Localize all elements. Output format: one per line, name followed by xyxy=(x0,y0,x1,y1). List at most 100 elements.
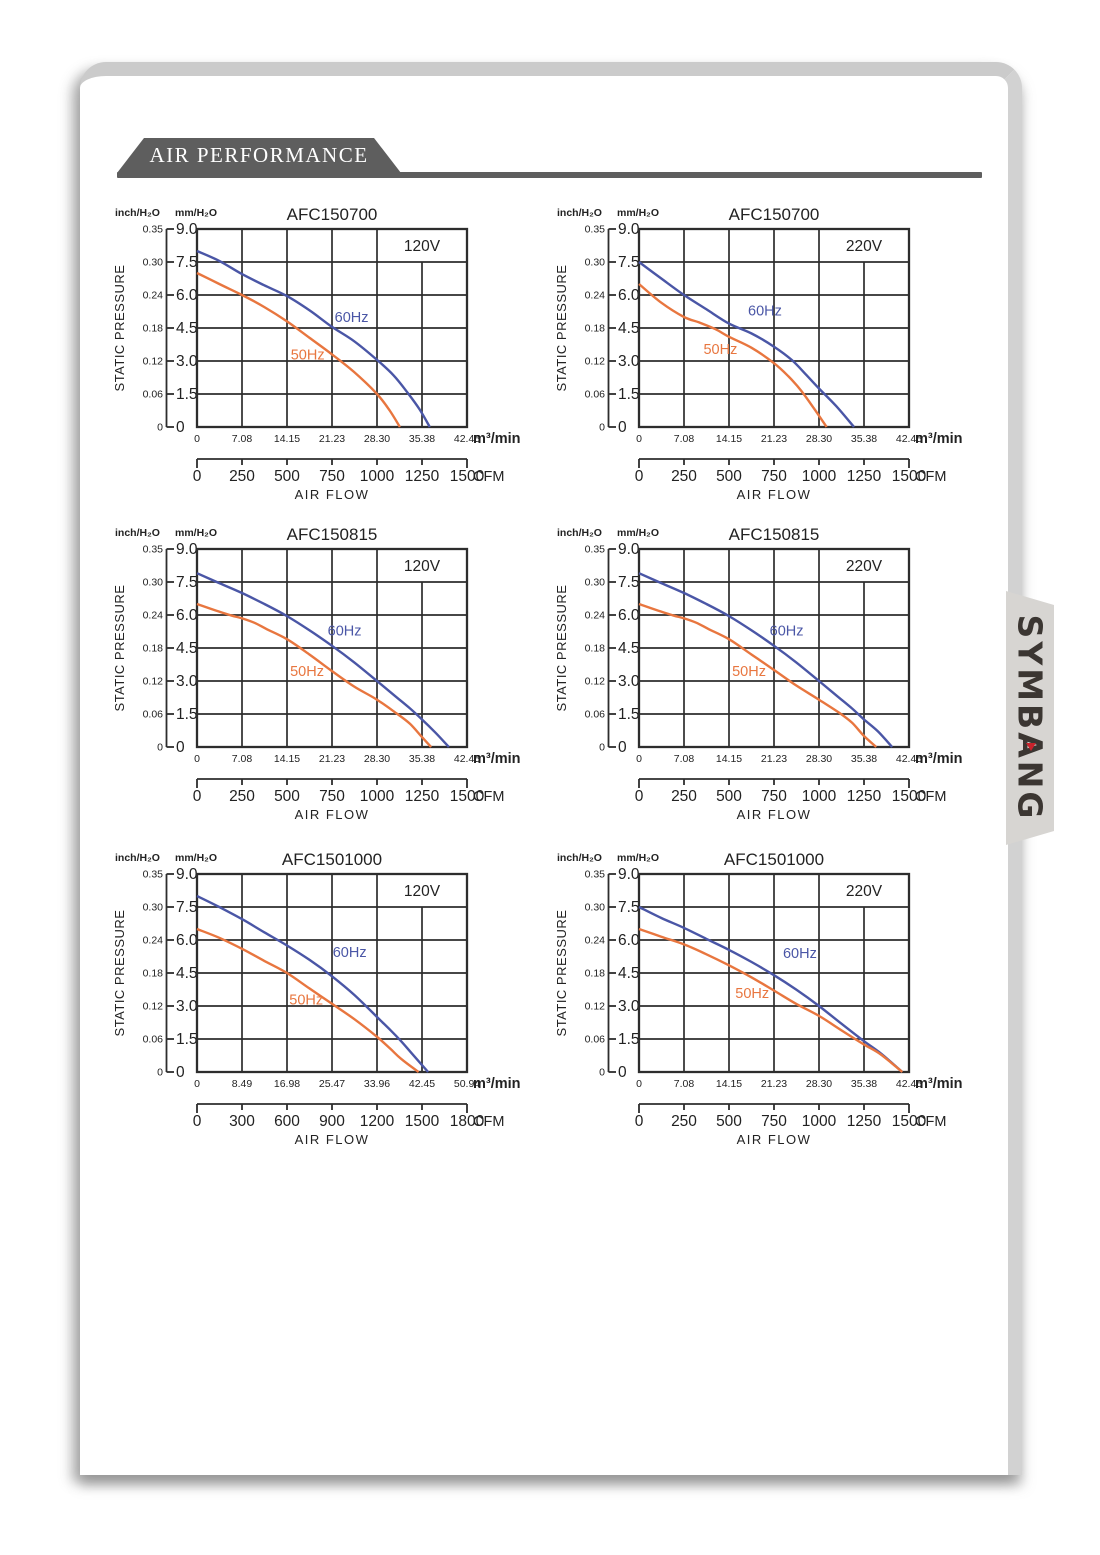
y-axis-title: STATIC PRESSURE xyxy=(113,585,127,712)
x-tick-label-m3: 14.15 xyxy=(716,1078,742,1090)
x-tick-label-m3: 28.30 xyxy=(364,753,390,765)
x-tick-label-cfm: 1000 xyxy=(802,468,837,485)
voltage-label: 120V xyxy=(404,883,441,900)
x-tick-label-cfm: 1500 xyxy=(450,788,485,805)
curve-60hz xyxy=(638,905,904,1073)
y-tick-label-mm: 7.5 xyxy=(618,899,640,916)
y-tick-label-mm: 0 xyxy=(176,1064,185,1081)
section-divider xyxy=(117,172,982,178)
y-tick-label-mm: 9.0 xyxy=(176,221,198,238)
y-tick-label-mm: 3.0 xyxy=(618,353,640,370)
performance-chart-afc150815-220v: inch/H₂O mm/H₂O AFC150815 0.35 9.0 0.30 7.5 0.2… xyxy=(555,523,989,825)
x-tick-label-m3: 42.45 xyxy=(409,1078,435,1090)
x-unit-cfm-label: CFM xyxy=(473,789,504,805)
x-tick-label-m3: 35.38 xyxy=(409,753,435,765)
performance-chart-afc150815-120v: inch/H₂O mm/H₂O AFC150815 0.35 9.0 0.30 7.5 0.2… xyxy=(113,523,547,825)
curve-50hz xyxy=(638,602,878,748)
y-tick-label-inch: 0.06 xyxy=(143,709,164,721)
y-tick-label-mm: 4.5 xyxy=(176,965,198,982)
x-tick-label-cfm: 1500 xyxy=(892,468,927,485)
y-tick-label-inch: 0.18 xyxy=(143,968,164,980)
chart-title: AFC150700 xyxy=(729,205,820,224)
y-tick-label-mm: 6.0 xyxy=(618,287,640,304)
x-unit-metric-label: m³/min xyxy=(473,1076,521,1092)
plot-border xyxy=(637,872,911,1074)
y-tick-label-inch: 0.06 xyxy=(585,709,606,721)
x-tick-label-m3: 7.08 xyxy=(674,433,695,445)
x-unit-metric-label: m³/min xyxy=(473,751,521,767)
y-tick-label-inch: 0 xyxy=(157,742,163,754)
x-unit-cfm-label: CFM xyxy=(473,469,504,485)
x-tick-label-m3: 42.45 xyxy=(896,1078,922,1090)
y-tick-label-inch: 0 xyxy=(599,1067,605,1079)
x-tick-label-m3: 35.38 xyxy=(851,433,877,445)
y-unit-inch-label: inch/H₂O xyxy=(557,527,602,539)
y-unit-mm-label: mm/H₂O xyxy=(175,527,217,539)
x-tick-label-cfm: 1250 xyxy=(847,468,882,485)
curve-50hz xyxy=(638,283,828,428)
chart-title: AFC150700 xyxy=(287,205,378,224)
x-axis-title: AIR FLOW xyxy=(737,807,812,822)
chart-canvas: inch/H₂O mm/H₂O AFC150700 0.35 9.0 0.30 7.5 0.2… xyxy=(555,205,963,502)
x-tick-label-cfm: 750 xyxy=(761,1113,787,1130)
x-tick-label-cfm: 1000 xyxy=(802,1113,837,1130)
x-tick-label-cfm: 1500 xyxy=(892,788,927,805)
x-unit-cfm-label: CFM xyxy=(915,1114,946,1130)
x-unit-cfm-label: CFM xyxy=(473,1114,504,1130)
y-tick-label-mm: 9.0 xyxy=(618,221,640,238)
y-tick-label-mm: 3.0 xyxy=(176,353,198,370)
curve-label-60hz: 60Hz xyxy=(748,303,782,319)
chart-title: AFC1501000 xyxy=(724,850,824,869)
x-tick-label-cfm: 1200 xyxy=(360,1113,395,1130)
chart-title: AFC150815 xyxy=(287,525,378,544)
x-tick-label-m3: 21.23 xyxy=(761,753,787,765)
y-unit-inch-label: inch/H₂O xyxy=(115,852,160,864)
curve-60hz xyxy=(638,572,893,748)
curve-60hz xyxy=(196,249,431,428)
y-tick-label-mm: 1.5 xyxy=(618,706,640,723)
y-tick-label-inch: 0.30 xyxy=(143,902,164,914)
x-tick-label-m3: 14.15 xyxy=(274,753,300,765)
y-tick-label-inch: 0.18 xyxy=(585,968,606,980)
y-tick-label-inch: 0.12 xyxy=(585,676,606,688)
x-tick-label-m3: 0 xyxy=(194,753,200,765)
curve-label-50hz: 50Hz xyxy=(289,992,323,1008)
y-tick-label-mm: 6.0 xyxy=(176,607,198,624)
x-tick-label-cfm: 600 xyxy=(274,1113,300,1130)
x-unit-metric-label: m³/min xyxy=(915,751,963,767)
x-unit-cfm-label: CFM xyxy=(915,789,946,805)
chart-title: AFC150815 xyxy=(729,525,820,544)
performance-chart-afc1501000-120v: inch/H₂O mm/H₂O AFC1501000 0.35 9.0 0.30 7.5 0.… xyxy=(113,848,547,1150)
chart-canvas: inch/H₂O mm/H₂O AFC1501000 0.35 9.0 0.30 7.5 0.… xyxy=(555,850,963,1147)
y-tick-label-inch: 0.18 xyxy=(585,643,606,655)
x-tick-label-cfm: 750 xyxy=(761,788,787,805)
x-tick-label-cfm: 1500 xyxy=(405,1113,440,1130)
datasheet-page: AIR PERFORMANCE inch/H₂O mm/H₂O AFC150700 0… xyxy=(80,62,1022,1475)
chart-canvas: inch/H₂O mm/H₂O AFC1501000 0.35 9.0 0.30 7.5 0.… xyxy=(113,850,521,1147)
y-unit-inch-label: inch/H₂O xyxy=(557,207,602,219)
x-axis-title: AIR FLOW xyxy=(737,487,812,502)
x-tick-label-m3: 7.08 xyxy=(232,433,253,445)
y-tick-label-mm: 6.0 xyxy=(618,607,640,624)
y-unit-mm-label: mm/H₂O xyxy=(175,852,217,864)
y-tick-label-inch: 0.18 xyxy=(585,323,606,335)
x-tick-label-cfm: 500 xyxy=(716,1113,742,1130)
x-tick-label-cfm: 0 xyxy=(193,1113,202,1130)
y-tick-label-mm: 9.0 xyxy=(176,541,198,558)
y-tick-label-inch: 0.35 xyxy=(585,224,606,236)
performance-chart-afc1501000-220v: inch/H₂O mm/H₂O AFC1501000 0.35 9.0 0.30 7.5 0.… xyxy=(555,848,989,1150)
x-tick-label-cfm: 250 xyxy=(229,468,255,485)
y-tick-label-mm: 1.5 xyxy=(176,706,198,723)
y-tick-label-inch: 0.12 xyxy=(143,676,164,688)
y-tick-label-mm: 0 xyxy=(618,1064,627,1081)
y-tick-label-inch: 0.35 xyxy=(143,224,164,236)
x-tick-label-m3: 28.30 xyxy=(806,753,832,765)
y-tick-label-inch: 0.35 xyxy=(585,869,606,881)
y-tick-label-inch: 0.06 xyxy=(585,389,606,401)
y-tick-label-inch: 0.24 xyxy=(143,290,164,302)
x-tick-label-m3: 28.30 xyxy=(806,433,832,445)
y-tick-label-mm: 4.5 xyxy=(176,320,198,337)
brand-logo: SYMBANG xyxy=(1010,614,1050,822)
x-axis-title: AIR FLOW xyxy=(737,1132,812,1147)
y-tick-label-mm: 4.5 xyxy=(618,320,640,337)
